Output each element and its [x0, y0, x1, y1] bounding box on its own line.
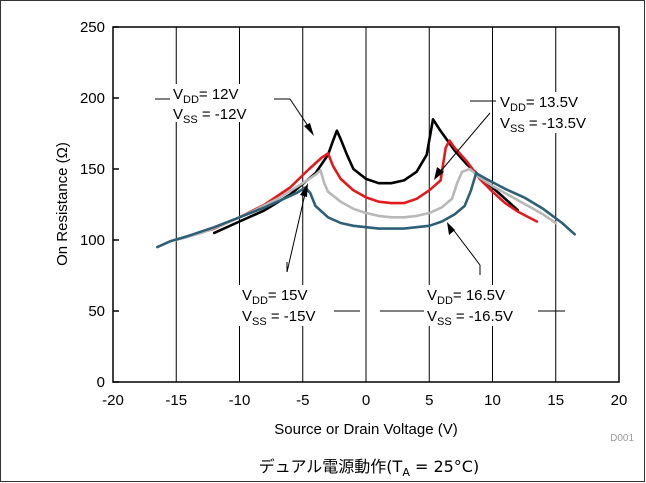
series-line-vdd15	[175, 167, 558, 242]
y-tick-label: 0	[97, 374, 105, 391]
label-bg-13-5v	[496, 92, 616, 133]
y-tick-label: 200	[80, 90, 105, 107]
figure-code: D001	[610, 433, 634, 444]
label-bg-12v	[170, 84, 274, 122]
series-lines	[156, 118, 576, 249]
x-tick-label: 15	[547, 392, 564, 409]
x-axis-label: Source or Drain Voltage (V)	[274, 421, 457, 438]
y-axis-ticks: 0 50 100 150 200 250	[80, 19, 119, 391]
annotation-leaders	[155, 98, 565, 312]
annotation-15v-vss: VSS = -15V	[242, 308, 315, 328]
annotation-13-5v-vdd: VDD= 13.5V	[500, 94, 578, 114]
y-tick-label: 150	[80, 161, 105, 178]
x-tick-label: -5	[296, 392, 309, 409]
x-tick-label: -20	[102, 392, 124, 409]
x-tick-label: 5	[425, 392, 433, 409]
annotation-13-5v-vss: VSS = -13.5V	[500, 115, 586, 135]
series-line-vdd16_5	[156, 172, 576, 249]
annotation-16-5v-vdd: VDD= 16.5V	[427, 287, 505, 307]
x-axis-ticks: -20 -15 -10 -5 0 5 10 15 20	[102, 392, 627, 409]
x-tick-label: 20	[611, 392, 628, 409]
x-tick-label: 0	[362, 392, 370, 409]
x-tick-label: -15	[165, 392, 187, 409]
annotation-15v-vdd: VDD= 15V	[242, 287, 308, 307]
label-bg-15v	[238, 285, 334, 326]
annotation-16-5v-vss: VSS = -16.5V	[427, 308, 513, 328]
annotation-12v-vdd: VDD= 12V	[173, 86, 239, 106]
y-tick-label: 100	[80, 232, 105, 249]
y-axis-label: On Resistance (Ω)	[54, 142, 71, 266]
x-tick-label: 10	[484, 392, 501, 409]
grid-lines	[175, 27, 557, 382]
figure-caption: デュアル電源動作(TA = 25°C)	[259, 457, 479, 479]
y-tick-label: 250	[80, 19, 105, 36]
annotation-12v-vss: VSS = -12V	[173, 106, 246, 126]
x-tick-label: -10	[229, 392, 251, 409]
label-bg-16-5v	[424, 285, 538, 326]
y-tick-label: 50	[88, 303, 105, 320]
annotation-arrowheads	[300, 123, 455, 235]
